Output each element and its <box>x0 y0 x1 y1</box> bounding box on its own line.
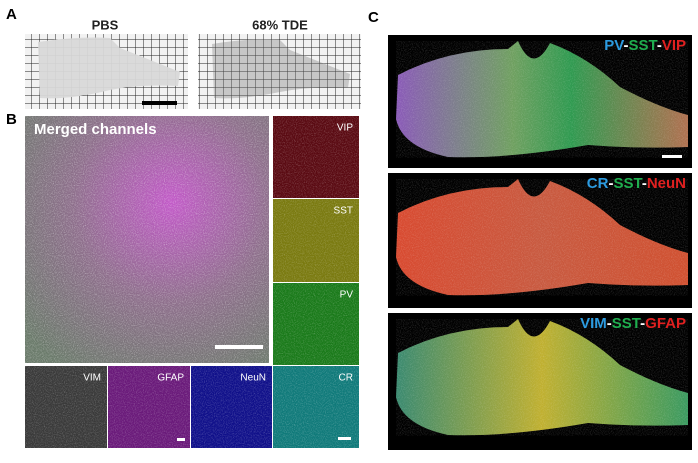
channel-label: CR <box>339 373 353 384</box>
stain-name: - <box>657 37 662 54</box>
scale-bar <box>338 437 351 440</box>
tissue-group <box>396 41 688 158</box>
stain-name: SST <box>613 175 642 192</box>
stain-name: SST <box>612 315 641 332</box>
texture <box>25 366 107 448</box>
channel-label: NeuN <box>240 373 266 384</box>
scale-bar <box>215 345 263 349</box>
stain-name: - <box>642 175 647 192</box>
texture <box>273 366 359 448</box>
stain-name: - <box>623 37 628 54</box>
stain-name: - <box>607 315 612 332</box>
stain-name: GFAP <box>645 315 686 332</box>
stain-name: NeuN <box>647 175 686 192</box>
texture <box>396 319 688 436</box>
stain-name: - <box>640 315 645 332</box>
scale-bar <box>662 155 682 158</box>
tissue <box>38 37 180 99</box>
texture <box>273 116 359 198</box>
texture <box>191 366 272 448</box>
channel-label: SST <box>334 206 353 217</box>
image-title: PBS <box>92 17 119 32</box>
texture <box>273 199 359 282</box>
tissue-group <box>396 319 688 436</box>
scale-bar <box>177 438 185 441</box>
texture <box>396 179 688 296</box>
image-title: 68% TDE <box>252 17 308 32</box>
texture <box>25 116 269 363</box>
tissue <box>212 39 350 99</box>
panel-label: C <box>368 9 379 26</box>
texture <box>396 41 688 158</box>
scale-bar <box>142 101 177 105</box>
channel-label: GFAP <box>157 373 184 384</box>
tissue-group <box>396 179 688 296</box>
tissue-photo <box>198 34 361 109</box>
panel-label: B <box>6 111 17 128</box>
panel-label: A <box>6 6 17 23</box>
stain-name: PV <box>604 37 624 54</box>
channel-label: VIP <box>337 123 353 134</box>
stain-name: CR <box>587 175 609 192</box>
stain-label: CR-SST-NeuN <box>587 175 686 192</box>
stain-name: - <box>608 175 613 192</box>
texture <box>108 366 190 448</box>
image-title: Merged channels <box>34 121 157 138</box>
stain-name: SST <box>628 37 657 54</box>
channel-label: VIM <box>83 373 101 384</box>
stain-name: VIP <box>662 37 686 54</box>
texture <box>273 283 359 365</box>
stain-name: VIM <box>580 315 607 332</box>
stain-label: PV-SST-VIP <box>604 37 686 54</box>
channel-label: PV <box>340 290 354 301</box>
stain-label: VIM-SST-GFAP <box>580 315 686 332</box>
